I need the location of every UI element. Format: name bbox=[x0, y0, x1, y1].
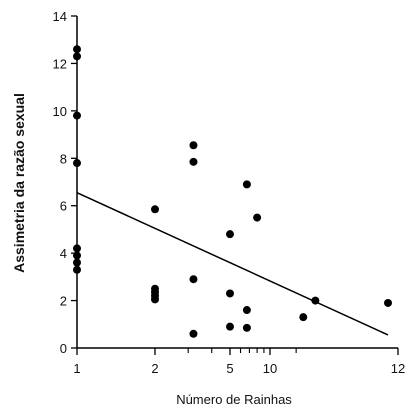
y-tick-label: 4 bbox=[60, 246, 67, 261]
y-tick-label: 0 bbox=[60, 341, 67, 356]
data-point bbox=[189, 275, 198, 284]
data-point bbox=[189, 329, 198, 338]
data-point bbox=[242, 180, 251, 189]
data-point bbox=[253, 213, 262, 222]
data-point bbox=[311, 296, 320, 305]
data-point bbox=[242, 306, 251, 315]
data-point bbox=[73, 45, 81, 54]
x-tick-label: 5 bbox=[226, 361, 233, 376]
x-tick-label: 2 bbox=[151, 361, 158, 376]
y-tick-label: 14 bbox=[53, 9, 67, 24]
data-point bbox=[299, 313, 308, 322]
data-point bbox=[73, 111, 81, 120]
points-layer bbox=[73, 45, 392, 338]
data-point bbox=[151, 205, 159, 214]
data-point bbox=[226, 289, 234, 298]
data-point bbox=[73, 244, 81, 253]
data-point bbox=[242, 323, 251, 332]
data-point bbox=[73, 265, 81, 274]
data-point bbox=[73, 52, 81, 61]
y-tick-label: 8 bbox=[60, 151, 67, 166]
y-tick-label: 2 bbox=[60, 294, 67, 309]
data-point bbox=[73, 258, 81, 267]
x-tick-label: 10 bbox=[263, 361, 277, 376]
data-point bbox=[384, 298, 392, 307]
y-axis-title: Assimetria da razão sexual bbox=[11, 93, 27, 273]
data-point bbox=[73, 251, 81, 260]
data-point bbox=[189, 141, 198, 150]
y-tick-label: 12 bbox=[53, 56, 67, 71]
data-point bbox=[226, 322, 234, 331]
y-tick-label: 6 bbox=[60, 199, 67, 214]
data-point bbox=[151, 295, 159, 304]
y-tick-label: 10 bbox=[53, 104, 67, 119]
data-point bbox=[189, 157, 198, 166]
x-tick-label: 1 bbox=[73, 361, 80, 376]
trend-layer bbox=[76, 191, 389, 336]
trend-line bbox=[76, 191, 389, 336]
data-point bbox=[73, 159, 81, 168]
x-axis-title: Número de Rainhas bbox=[176, 392, 292, 407]
axes bbox=[76, 16, 398, 349]
x-tick-label: 12 bbox=[391, 361, 405, 376]
data-point bbox=[226, 230, 234, 239]
